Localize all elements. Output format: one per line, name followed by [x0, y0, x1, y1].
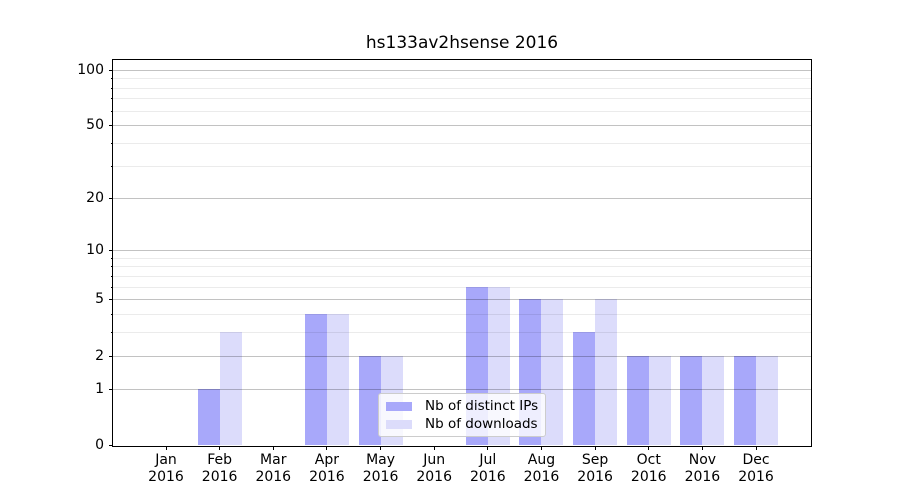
- y-tick-label-2: 2: [95, 347, 104, 364]
- y-tick-10: [109, 250, 113, 252]
- gridline-minor-4: [113, 314, 811, 316]
- x-tick-jan: [165, 446, 167, 450]
- legend-row-downloads: Nb of downloads: [386, 416, 545, 432]
- legend-swatch-distinct-ips: [386, 401, 412, 411]
- x-tick-label-mar: Mar 2016: [255, 452, 292, 485]
- gridline-minor-8: [113, 266, 811, 268]
- x-tick-label-feb: Feb 2016: [201, 452, 238, 485]
- x-tick-label-aug: Aug 2016: [523, 452, 560, 485]
- gridline-major-1: [113, 388, 811, 390]
- bar-oct-series0: [626, 355, 649, 445]
- y-tick-1: [109, 388, 113, 390]
- y-minortick-40: [111, 143, 113, 145]
- chart-title: hs133av2hsense 2016: [365, 33, 559, 53]
- bar-feb-series0: [197, 388, 220, 445]
- legend-row-distinct-ips: Nb of distinct IPs: [386, 398, 545, 414]
- gridline-minor-80: [113, 87, 811, 89]
- x-tick-jul: [487, 446, 489, 450]
- gridline-minor-40: [113, 143, 811, 145]
- legend-swatch-downloads: [386, 419, 412, 429]
- x-tick-aug: [540, 446, 542, 450]
- y-tick-5: [109, 299, 113, 301]
- x-tick-apr: [326, 446, 328, 450]
- gridline-minor-60: [113, 110, 811, 112]
- legend-label-downloads: Nb of downloads: [425, 416, 538, 432]
- y-minortick-4: [111, 314, 113, 316]
- y-tick-label-50: 50: [86, 117, 104, 134]
- legend: Nb of distinct IPs Nb of downloads: [378, 393, 546, 437]
- y-tick-label-100: 100: [77, 61, 104, 78]
- x-tick-dec: [755, 446, 757, 450]
- y-minortick-80: [111, 87, 113, 89]
- gridline-minor-70: [113, 98, 811, 100]
- y-minortick-30: [111, 165, 113, 167]
- gridline-major-100: [113, 69, 811, 71]
- gridline-major-2: [113, 355, 811, 357]
- bar-may-series0: [358, 355, 381, 445]
- gridline-major-50: [113, 125, 811, 127]
- bar-apr-series0: [304, 314, 327, 445]
- y-tick-0: [109, 445, 113, 446]
- gridline-major-20: [113, 197, 811, 199]
- y-tick-100: [109, 69, 113, 71]
- x-tick-label-dec: Dec 2016: [738, 452, 774, 485]
- gridline-major-5: [113, 299, 811, 301]
- bar-apr-series1: [326, 314, 349, 445]
- x-tick-jun: [433, 446, 435, 450]
- bar-aug-series1: [541, 299, 564, 445]
- bar-feb-series1: [219, 332, 242, 445]
- bar-sep-series0: [573, 332, 596, 445]
- x-tick-label-oct: Oct 2016: [630, 452, 667, 485]
- x-tick-nov: [701, 446, 703, 450]
- x-tick-label-jan: Jan 2016: [148, 452, 184, 485]
- y-tick-label-10: 10: [86, 242, 104, 259]
- gridline-major-10: [113, 250, 811, 252]
- x-tick-label-jul: Jul 2016: [470, 452, 506, 485]
- y-tick-label-1: 1: [95, 380, 104, 397]
- x-tick-label-nov: Nov 2016: [684, 452, 721, 485]
- x-tick-label-apr: Apr 2016: [309, 452, 345, 485]
- y-tick-label-0: 0: [95, 437, 104, 453]
- y-minortick-60: [111, 110, 113, 112]
- gridline-minor-30: [113, 165, 811, 167]
- bar-dec-series0: [734, 355, 757, 445]
- y-tick-20: [109, 197, 113, 199]
- y-tick-50: [109, 125, 113, 127]
- gridline-minor-3: [113, 332, 811, 334]
- y-minortick-9: [111, 257, 113, 259]
- x-tick-label-sep: Sep 2016: [577, 452, 613, 485]
- y-minortick-8: [111, 266, 113, 268]
- x-tick-label-may: May 2016: [362, 452, 399, 485]
- y-tick-2: [109, 355, 113, 357]
- y-minortick-70: [111, 98, 113, 100]
- bar-dec-series1: [756, 355, 779, 445]
- gridline-minor-9: [113, 257, 811, 259]
- x-tick-sep: [594, 446, 596, 450]
- gridline-minor-7: [113, 275, 811, 277]
- y-tick-label-20: 20: [86, 189, 104, 206]
- y-minortick-3: [111, 332, 113, 334]
- x-tick-oct: [648, 446, 650, 450]
- x-tick-feb: [219, 446, 221, 450]
- bar-oct-series1: [648, 355, 671, 445]
- x-tick-mar: [272, 446, 274, 450]
- gridline-minor-6: [113, 286, 811, 288]
- bar-nov-series1: [702, 355, 725, 445]
- gridline-minor-90: [113, 78, 811, 80]
- legend-label-distinct-ips: Nb of distinct IPs: [425, 398, 539, 414]
- bar-sep-series1: [595, 299, 618, 445]
- y-tick-label-5: 5: [95, 291, 104, 308]
- y-minortick-7: [111, 275, 113, 277]
- x-tick-label-jun: Jun 2016: [416, 452, 452, 485]
- y-minortick-90: [111, 78, 113, 80]
- bar-nov-series0: [680, 355, 703, 445]
- y-minortick-6: [111, 286, 113, 288]
- x-tick-may: [380, 446, 382, 450]
